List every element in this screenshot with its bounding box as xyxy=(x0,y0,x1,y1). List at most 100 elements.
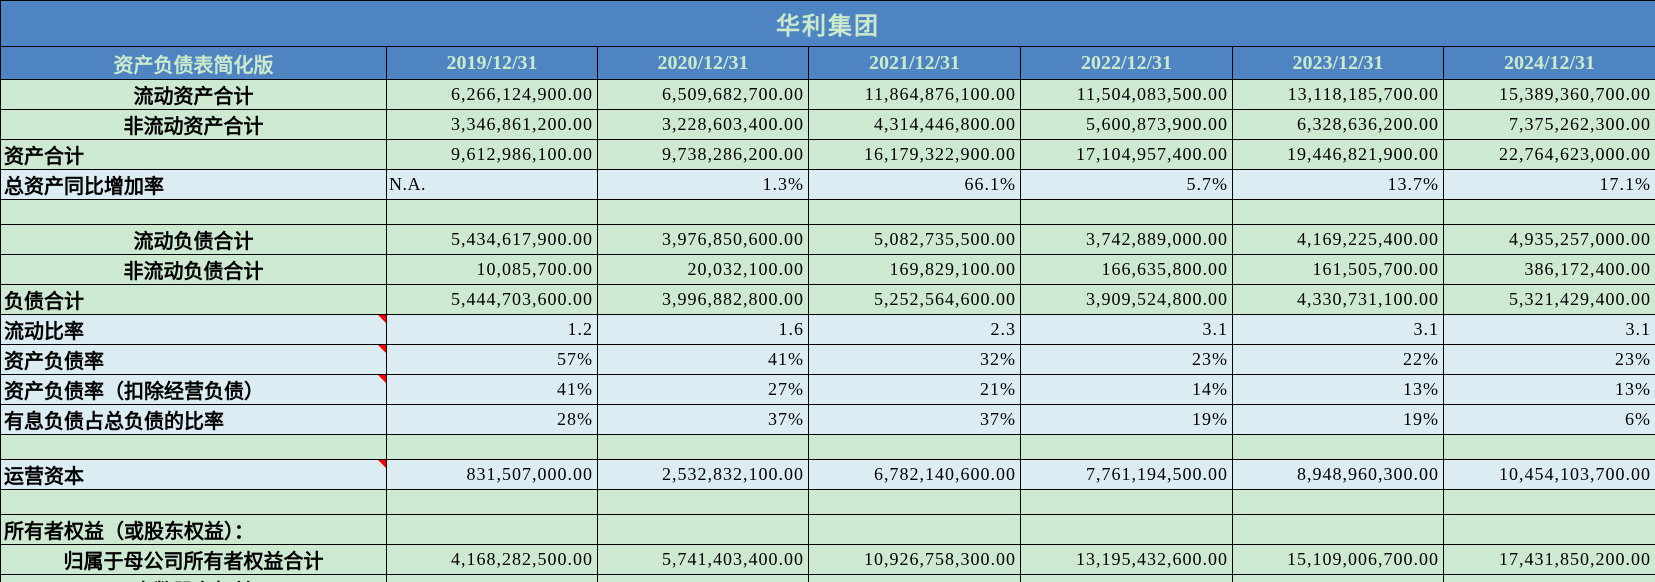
value-cell[interactable]: 19,446,821,900.00 xyxy=(1232,139,1444,170)
value-cell[interactable]: 37% xyxy=(597,404,809,435)
value-cell[interactable] xyxy=(1020,434,1233,460)
value-cell[interactable] xyxy=(597,199,809,225)
value-cell[interactable]: 10,926,758,300.00 xyxy=(808,544,1021,575)
date-header-cell[interactable]: 2024/12/31 xyxy=(1443,46,1655,80)
value-cell[interactable]: 3,228,603,400.00 xyxy=(597,109,809,140)
value-cell[interactable]: 15,389,360,700.00 xyxy=(1443,79,1655,110)
value-cell[interactable]: 17,104,957,400.00 xyxy=(1020,139,1233,170)
value-cell[interactable]: 37% xyxy=(808,404,1021,435)
row-label-cell[interactable]: 运营资本 xyxy=(0,459,387,490)
value-cell[interactable]: 5,082,735,500.00 xyxy=(808,224,1021,255)
value-cell[interactable]: 10,085,700.00 xyxy=(386,254,598,285)
value-cell[interactable]: 5,600,873,900.00 xyxy=(1020,109,1233,140)
value-cell[interactable]: 4,935,257,000.00 xyxy=(1443,224,1655,255)
value-cell[interactable]: 27% xyxy=(597,374,809,405)
value-cell[interactable] xyxy=(597,514,809,545)
value-cell[interactable]: 17.1% xyxy=(1443,169,1655,200)
value-cell[interactable]: 19% xyxy=(1020,404,1233,435)
row-label-cell[interactable]: 资产负债率（扣除经营负债） xyxy=(0,374,387,405)
value-cell[interactable]: 7,375,262,300.00 xyxy=(1443,109,1655,140)
value-cell[interactable] xyxy=(808,199,1021,225)
value-cell[interactable]: 17,431,850,200.00 xyxy=(1443,544,1655,575)
row-label-cell[interactable]: 资产合计 xyxy=(0,139,387,170)
value-cell[interactable]: 13,195,432,600.00 xyxy=(1020,544,1233,575)
value-cell[interactable]: 0.00 xyxy=(597,574,809,582)
value-cell[interactable]: 5.7% xyxy=(1020,169,1233,200)
row-label-cell[interactable]: 有息负债占总负债的比率 xyxy=(0,404,387,435)
row-label-cell[interactable]: 流动比率 xyxy=(0,314,387,345)
value-cell[interactable]: 9,612,986,100.00 xyxy=(386,139,598,170)
value-cell[interactable]: 161,505,700.00 xyxy=(1232,254,1444,285)
value-cell[interactable]: 3.1 xyxy=(1020,314,1233,345)
value-cell[interactable]: 0.00 xyxy=(808,574,1021,582)
value-cell[interactable]: 22,764,623,000.00 xyxy=(1443,139,1655,170)
value-cell[interactable]: 1.2 xyxy=(386,314,598,345)
row-label-cell[interactable] xyxy=(0,434,387,460)
row-label-cell[interactable]: 负债合计 xyxy=(0,284,387,315)
value-cell[interactable]: 3.1 xyxy=(1232,314,1444,345)
value-cell[interactable]: 2,532,832,100.00 xyxy=(597,459,809,490)
value-cell[interactable]: 3,976,850,600.00 xyxy=(597,224,809,255)
row-label-cell[interactable] xyxy=(0,199,387,225)
value-cell[interactable]: 66.1% xyxy=(808,169,1021,200)
company-title-cell[interactable]: 华利集团 xyxy=(0,0,1655,47)
value-cell[interactable]: 4,169,225,400.00 xyxy=(1232,224,1444,255)
value-cell[interactable]: 5,434,617,900.00 xyxy=(386,224,598,255)
value-cell[interactable] xyxy=(1443,199,1655,225)
value-cell[interactable]: 22% xyxy=(1232,344,1444,375)
value-cell[interactable]: 20,032,100.00 xyxy=(597,254,809,285)
value-cell[interactable]: 5,444,703,600.00 xyxy=(386,284,598,315)
value-cell[interactable]: 1.6 xyxy=(597,314,809,345)
value-cell[interactable] xyxy=(808,489,1021,515)
value-cell[interactable]: 8,948,960,300.00 xyxy=(1232,459,1444,490)
row-label-cell[interactable]: 非流动负债合计 xyxy=(0,254,387,285)
date-header-cell[interactable]: 2022/12/31 xyxy=(1020,46,1233,80)
value-cell[interactable] xyxy=(1020,514,1233,545)
value-cell[interactable]: 6,266,124,900.00 xyxy=(386,79,598,110)
value-cell[interactable]: 166,635,800.00 xyxy=(1020,254,1233,285)
value-cell[interactable]: 6,328,636,200.00 xyxy=(1232,109,1444,140)
value-cell[interactable] xyxy=(386,434,598,460)
value-cell[interactable] xyxy=(1232,514,1444,545)
value-cell[interactable] xyxy=(386,514,598,545)
value-cell[interactable]: 4,314,446,800.00 xyxy=(808,109,1021,140)
date-header-cell[interactable]: 2021/12/31 xyxy=(808,46,1021,80)
value-cell[interactable]: 28% xyxy=(386,404,598,435)
row-label-cell[interactable]: 少数股东权益 xyxy=(0,574,387,582)
value-cell[interactable]: 6,509,682,700.00 xyxy=(597,79,809,110)
sheet-name-header-cell[interactable]: 资产负债表简化版 xyxy=(0,46,387,80)
value-cell[interactable]: 386,172,400.00 xyxy=(1443,254,1655,285)
value-cell[interactable]: 16,179,322,900.00 xyxy=(808,139,1021,170)
value-cell[interactable]: 14% xyxy=(1020,374,1233,405)
row-label-cell[interactable]: 总资产同比增加率 xyxy=(0,169,387,200)
value-cell[interactable]: 11,864,876,100.00 xyxy=(808,79,1021,110)
value-cell[interactable]: 6,782,140,600.00 xyxy=(808,459,1021,490)
value-cell[interactable] xyxy=(808,434,1021,460)
value-cell[interactable]: 32% xyxy=(808,344,1021,375)
value-cell[interactable]: 23% xyxy=(1443,344,1655,375)
value-cell[interactable] xyxy=(597,434,809,460)
date-header-cell[interactable]: 2019/12/31 xyxy=(386,46,598,80)
value-cell[interactable]: 3,346,861,200.00 xyxy=(386,109,598,140)
value-cell[interactable]: 831,507,000.00 xyxy=(386,459,598,490)
value-cell[interactable]: 6% xyxy=(1443,404,1655,435)
value-cell[interactable] xyxy=(1443,489,1655,515)
value-cell[interactable]: N.A. xyxy=(386,169,598,200)
value-cell[interactable]: 13,118,185,700.00 xyxy=(1232,79,1444,110)
row-label-cell[interactable]: 资产负债率 xyxy=(0,344,387,375)
value-cell[interactable] xyxy=(1232,199,1444,225)
row-label-cell[interactable]: 所有者权益（或股东权益）： xyxy=(0,514,387,545)
value-cell[interactable]: 4,168,282,500.00 xyxy=(386,544,598,575)
value-cell[interactable]: 169,829,100.00 xyxy=(808,254,1021,285)
value-cell[interactable] xyxy=(1443,434,1655,460)
value-cell[interactable]: 11,343,400.00 xyxy=(1443,574,1655,582)
value-cell[interactable]: 3,742,889,000.00 xyxy=(1020,224,1233,255)
value-cell[interactable]: 13% xyxy=(1232,374,1444,405)
value-cell[interactable]: 0.00 xyxy=(1020,574,1233,582)
value-cell[interactable]: 11,504,083,500.00 xyxy=(1020,79,1233,110)
row-label-cell[interactable]: 非流动资产合计 xyxy=(0,109,387,140)
value-cell[interactable]: 19% xyxy=(1232,404,1444,435)
row-label-cell[interactable]: 流动资产合计 xyxy=(0,79,387,110)
value-cell[interactable]: 5,252,564,600.00 xyxy=(808,284,1021,315)
date-header-cell[interactable]: 2023/12/31 xyxy=(1232,46,1444,80)
